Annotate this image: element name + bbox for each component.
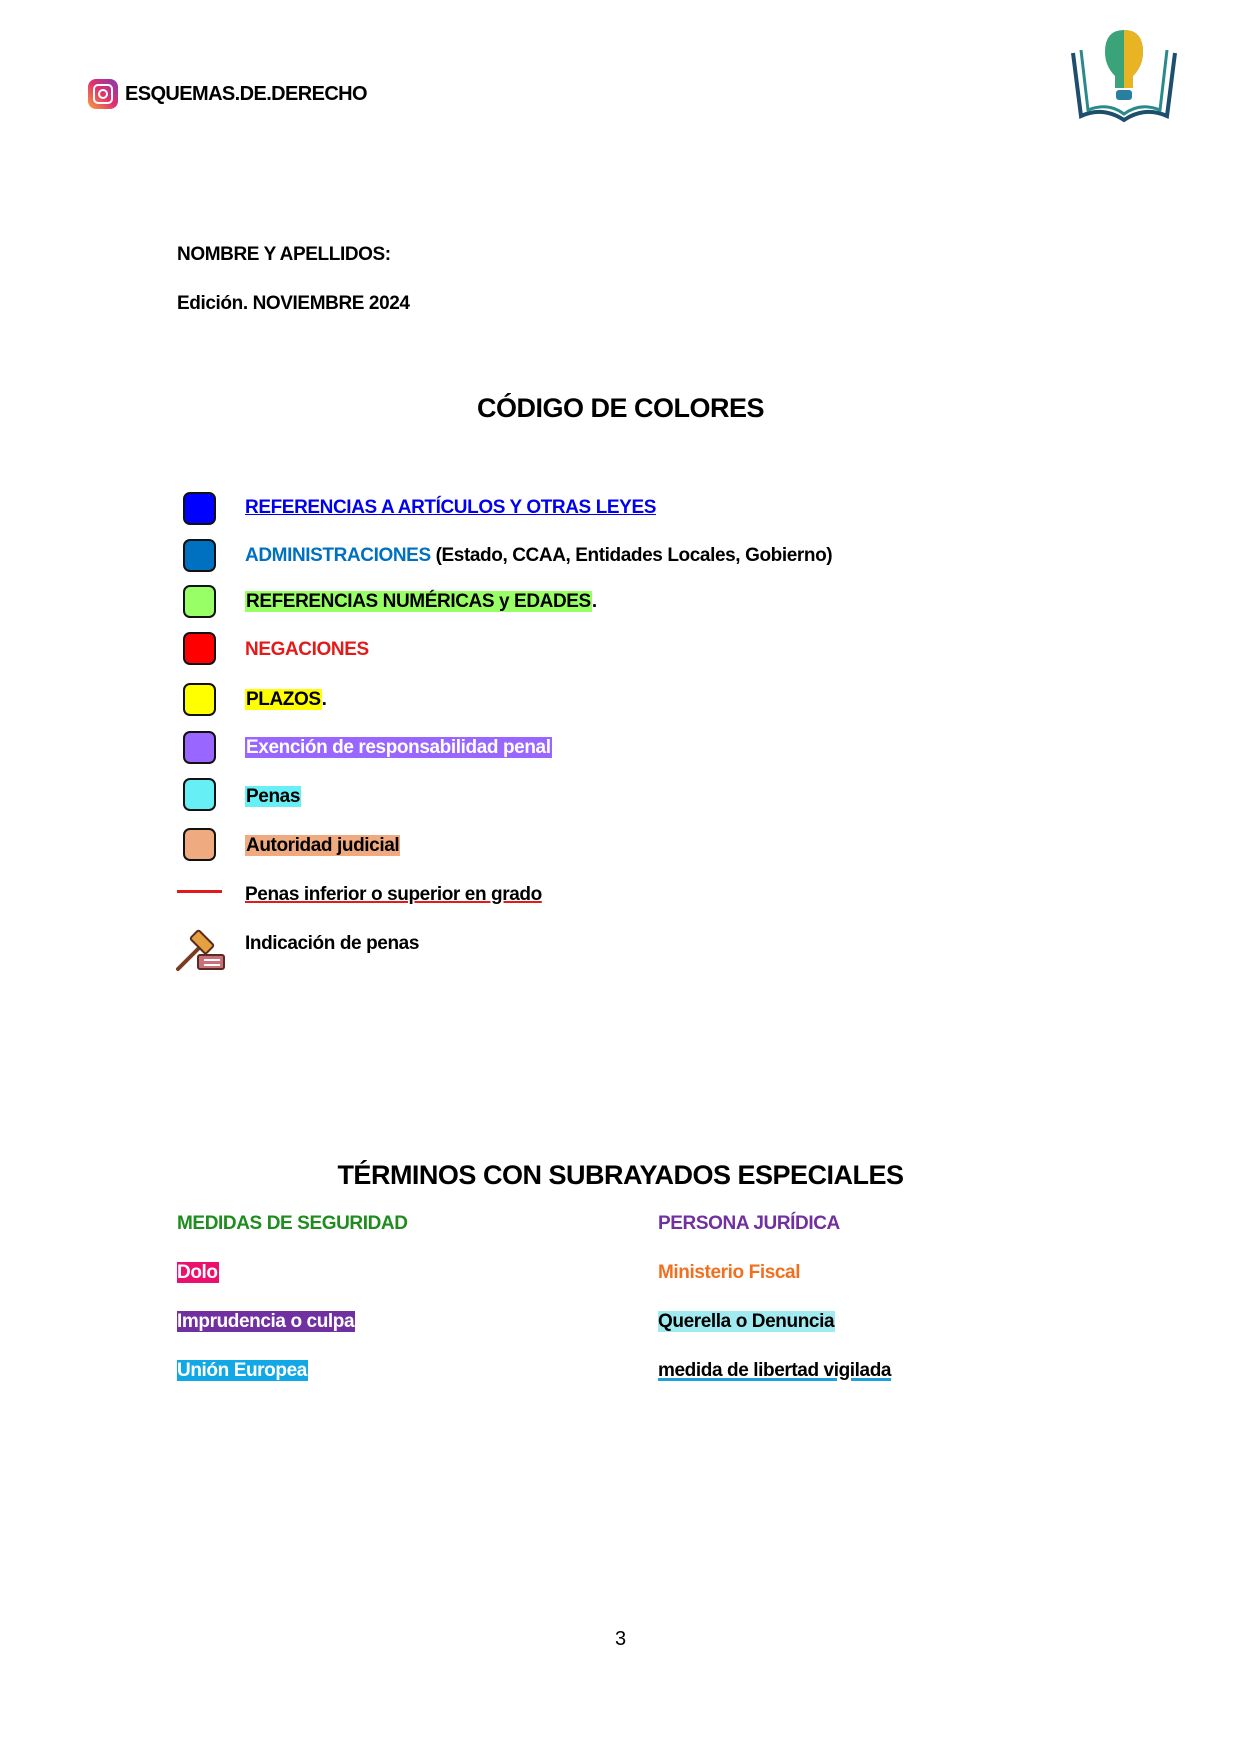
- lightbulb-brain-book-logo: [1063, 28, 1185, 128]
- term-public-prosecutor: Ministerio Fiscal: [658, 1262, 801, 1283]
- swatch-peach: [183, 828, 216, 861]
- swatch-yellow: [183, 683, 216, 716]
- legend-item-articles: REFERENCIAS A ARTÍCULOS Y OTRAS LEYES: [245, 496, 656, 520]
- legend-text: Penas: [245, 786, 301, 807]
- swatch-cyan: [183, 778, 216, 811]
- legend-suffix: (Estado, CCAA, Entidades Locales, Gobier…: [430, 545, 833, 566]
- term-probation: medida de libertad vigilada: [658, 1359, 892, 1383]
- swatch-green: [183, 585, 216, 618]
- gavel-icon: [176, 925, 226, 971]
- swatch-purple: [183, 731, 216, 764]
- legend-text: REFERENCIAS NUMÉRICAS y EDADES: [245, 591, 592, 612]
- swatch-red: [183, 632, 216, 665]
- legend-item-exemption: Exención de responsabilidad penal: [245, 736, 552, 760]
- legend-item-negations: NEGACIONES: [245, 638, 369, 662]
- legend-text: Exención de responsabilidad penal: [245, 737, 552, 758]
- name-label: NOMBRE Y APELLIDOS:: [177, 244, 391, 265]
- page-number: 3: [614, 1628, 627, 1650]
- term-legal-person: PERSONA JURÍDICA: [658, 1213, 840, 1234]
- swatch-dark-blue: [183, 539, 216, 572]
- term-security-measures: MEDIDAS DE SEGURIDAD: [177, 1213, 408, 1234]
- instagram-handle: ESQUEMAS.DE.DERECHO: [125, 83, 368, 105]
- term-eu: Unión Europea: [177, 1359, 308, 1383]
- legend-text: Penas inferior o superior en grado: [245, 884, 542, 905]
- term-imprudence: Imprudencia o culpa: [177, 1310, 356, 1334]
- special-terms-title: TÉRMINOS CON SUBRAYADOS ESPECIALES: [337, 1160, 904, 1190]
- legend-text: NEGACIONES: [245, 639, 369, 660]
- legend-item-judicial: Autoridad judicial: [245, 834, 401, 858]
- legend-text: ADMINISTRACIONES: [245, 545, 431, 566]
- legend-item-penalties: Penas: [245, 785, 301, 809]
- legend-text: PLAZOS: [245, 689, 322, 710]
- legend-item-indication: Indicación de penas: [245, 932, 419, 956]
- term-text: medida de libertad vigilada: [658, 1360, 892, 1381]
- legend-item-deadlines: PLAZOS.: [245, 688, 327, 712]
- red-line-icon: [177, 890, 222, 893]
- term-text: Querella o Denuncia: [658, 1311, 836, 1332]
- legend-item-degree: Penas inferior o superior en grado: [245, 883, 542, 907]
- color-code-title: CÓDIGO DE COLORES: [476, 393, 765, 423]
- legend-item-administrations: ADMINISTRACIONES (Estado, CCAA, Entidade…: [245, 544, 833, 568]
- swatch-blue: [183, 492, 216, 525]
- term-text: Unión Europea: [177, 1360, 308, 1381]
- term-text: Imprudencia o culpa: [177, 1311, 356, 1332]
- term-dolo: Dolo: [177, 1261, 219, 1285]
- legend-suffix: .: [591, 591, 597, 612]
- legend-item-numeric: REFERENCIAS NUMÉRICAS y EDADES.: [245, 590, 597, 614]
- legend-text: Autoridad judicial: [245, 835, 401, 856]
- legend-text: Indicación de penas: [245, 933, 420, 954]
- legend-text: REFERENCIAS A ARTÍCULOS Y OTRAS LEYES: [245, 497, 656, 518]
- legend-suffix: .: [321, 689, 327, 710]
- term-complaint: Querella o Denuncia: [658, 1310, 836, 1334]
- instagram-icon: [88, 79, 118, 109]
- term-text: Dolo: [177, 1262, 219, 1283]
- edition-label: Edición. NOVIEMBRE 2024: [177, 293, 410, 314]
